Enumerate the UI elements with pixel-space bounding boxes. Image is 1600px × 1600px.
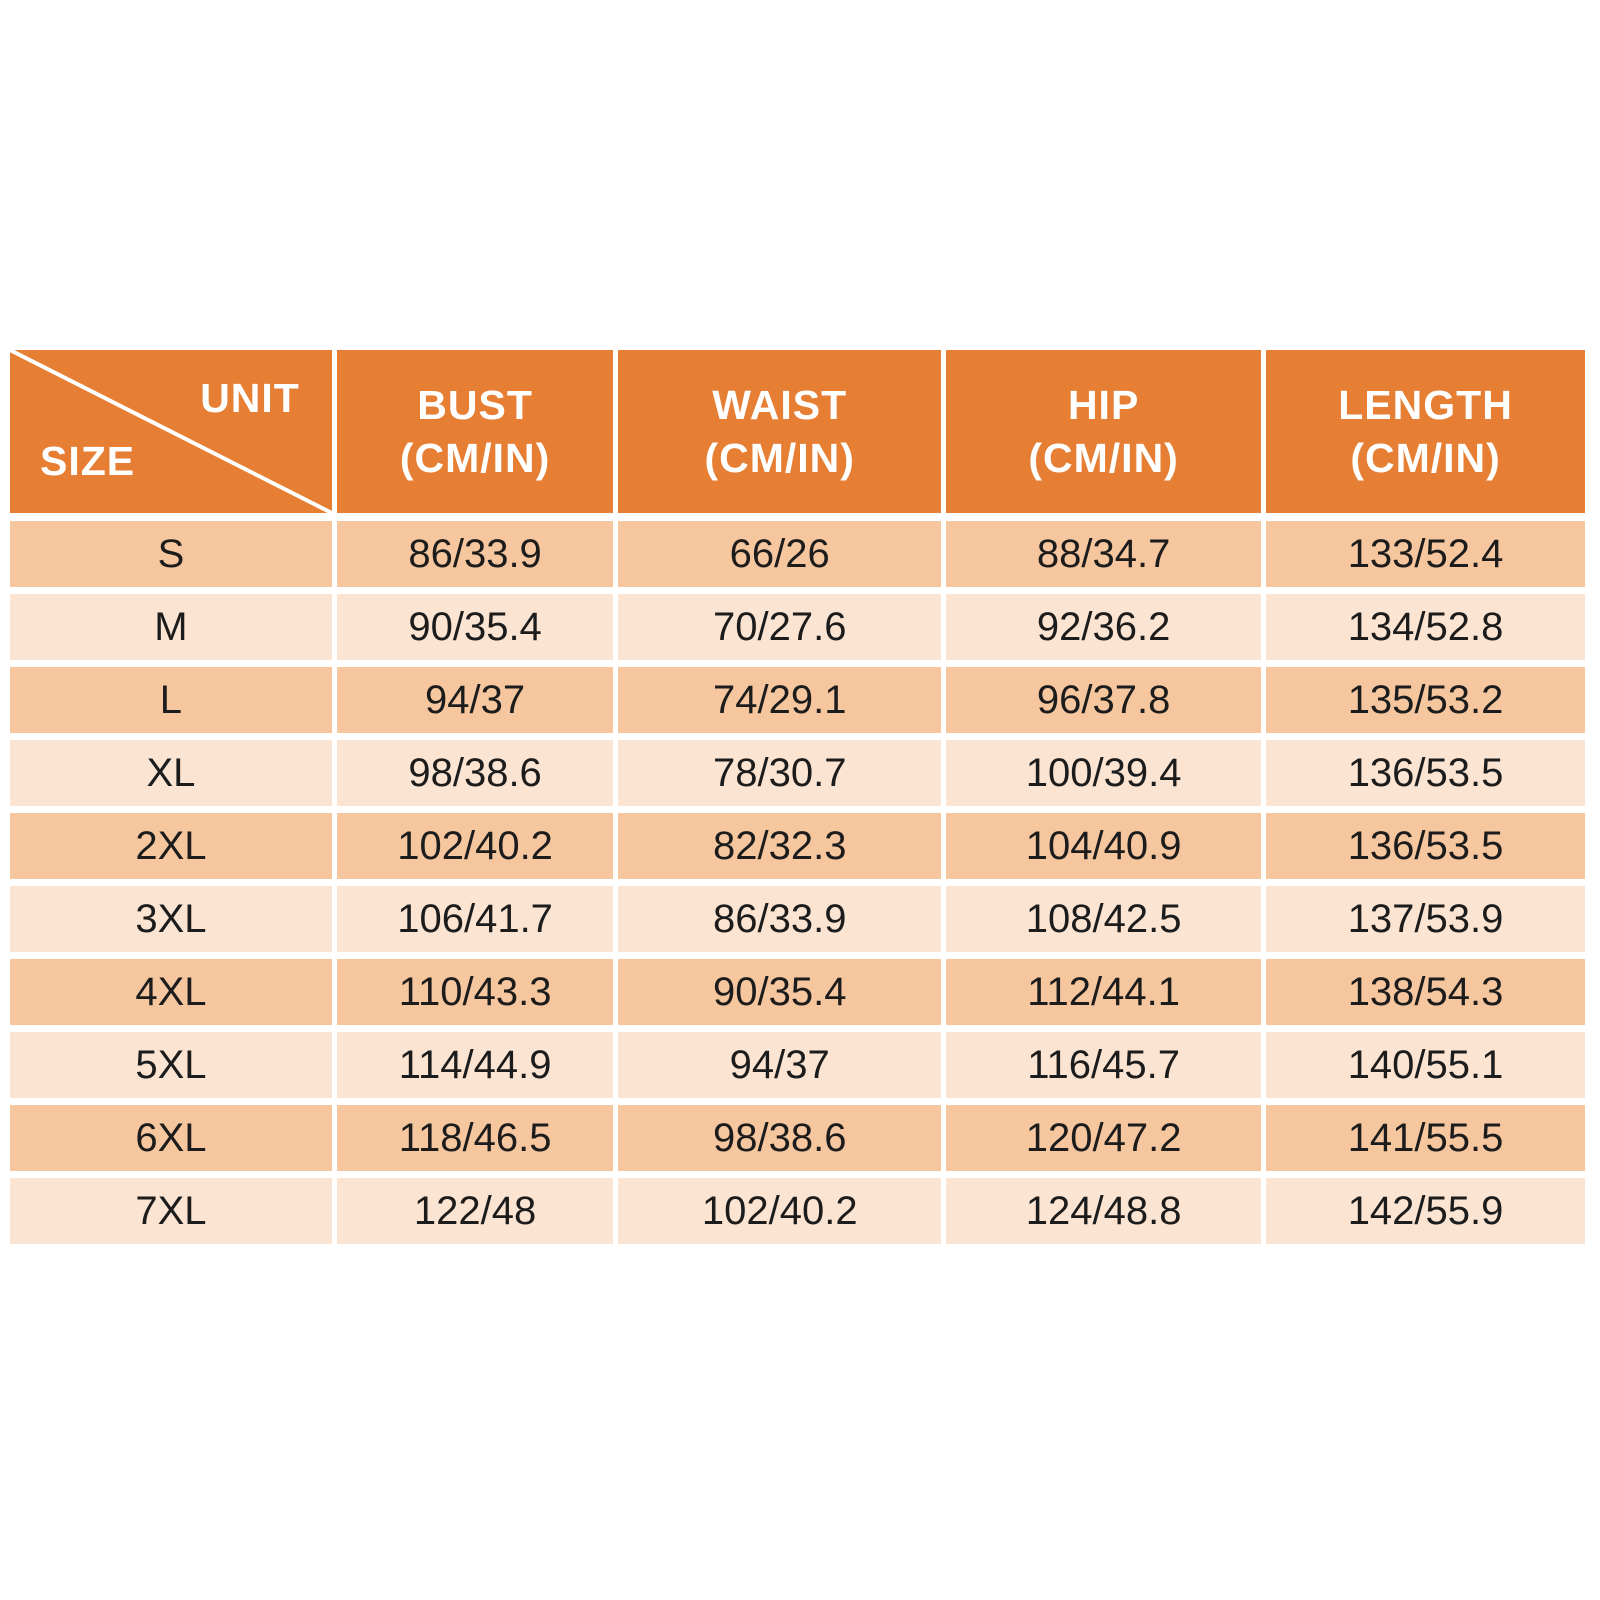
length-cell: 141/55.5: [1266, 1105, 1585, 1171]
corner-header-cell: UNIT SIZE: [10, 350, 332, 513]
column-header-length: LENGTH (CM/IN): [1266, 350, 1585, 513]
column-header-title: LENGTH: [1338, 382, 1513, 429]
size-cell: 5XL: [10, 1032, 332, 1098]
length-cell: 137/53.9: [1266, 886, 1585, 952]
table-row-6xl: 6XL 118/46.5 98/38.6 120/47.2 141/55.5: [10, 1105, 1585, 1171]
length-cell: 138/54.3: [1266, 959, 1585, 1025]
size-cell: S: [10, 521, 332, 587]
table-row-7xl: 7XL 122/48 102/40.2 124/48.8 142/55.9: [10, 1178, 1585, 1244]
table-row-2xl: 2XL 102/40.2 82/32.3 104/40.9 136/53.5: [10, 813, 1585, 879]
hip-cell: 124/48.8: [946, 1178, 1262, 1244]
length-cell: 134/52.8: [1266, 594, 1585, 660]
length-cell: 136/53.5: [1266, 740, 1585, 806]
size-cell: 7XL: [10, 1178, 332, 1244]
size-cell: L: [10, 667, 332, 733]
hip-cell: 100/39.4: [946, 740, 1262, 806]
waist-cell: 90/35.4: [618, 959, 942, 1025]
column-header-unit: (CM/IN): [1350, 434, 1501, 481]
bust-cell: 98/38.6: [336, 740, 614, 806]
waist-cell: 70/27.6: [618, 594, 942, 660]
unit-label: UNIT: [200, 375, 300, 421]
length-cell: 142/55.9: [1266, 1178, 1585, 1244]
column-header-title: BUST: [417, 382, 533, 429]
hip-cell: 104/40.9: [946, 813, 1262, 879]
table-row-xl: XL 98/38.6 78/30.7 100/39.4 136/53.5: [10, 740, 1585, 806]
hip-cell: 116/45.7: [946, 1032, 1262, 1098]
size-cell: M: [10, 594, 332, 660]
waist-cell: 102/40.2: [618, 1178, 942, 1244]
bust-cell: 94/37: [336, 667, 614, 733]
table-row-l: L 94/37 74/29.1 96/37.8 135/53.2: [10, 667, 1585, 733]
table-row-s: S 86/33.9 66/26 88/34.7 133/52.4: [10, 521, 1585, 587]
column-header-bust: BUST (CM/IN): [336, 350, 614, 513]
size-cell: 2XL: [10, 813, 332, 879]
header-row: UNIT SIZE BUST (CM/IN) WAIST (CM/IN) HIP…: [10, 350, 1585, 513]
bust-cell: 114/44.9: [336, 1032, 614, 1098]
waist-cell: 82/32.3: [618, 813, 942, 879]
length-cell: 140/55.1: [1266, 1032, 1585, 1098]
hip-cell: 88/34.7: [946, 521, 1262, 587]
bust-cell: 106/41.7: [336, 886, 614, 952]
size-chart-table: UNIT SIZE BUST (CM/IN) WAIST (CM/IN) HIP…: [10, 350, 1585, 1244]
waist-cell: 78/30.7: [618, 740, 942, 806]
table-row-3xl: 3XL 106/41.7 86/33.9 108/42.5 137/53.9: [10, 886, 1585, 952]
column-header-title: HIP: [1067, 382, 1140, 429]
size-cell: 4XL: [10, 959, 332, 1025]
hip-cell: 108/42.5: [946, 886, 1262, 952]
diagonal-divider-line: [10, 350, 332, 513]
size-cell: 6XL: [10, 1105, 332, 1171]
hip-cell: 120/47.2: [946, 1105, 1262, 1171]
waist-cell: 74/29.1: [618, 667, 942, 733]
size-label: SIZE: [40, 437, 136, 484]
hip-cell: 92/36.2: [946, 594, 1262, 660]
column-header-title: WAIST: [712, 382, 848, 429]
table-row-m: M 90/35.4 70/27.6 92/36.2 134/52.8: [10, 594, 1585, 660]
bust-cell: 90/35.4: [336, 594, 614, 660]
length-cell: 136/53.5: [1266, 813, 1585, 879]
length-cell: 135/53.2: [1266, 667, 1585, 733]
length-cell: 133/52.4: [1266, 521, 1585, 587]
column-header-waist: WAIST (CM/IN): [618, 350, 942, 513]
size-cell: XL: [10, 740, 332, 806]
table-row-5xl: 5XL 114/44.9 94/37 116/45.7 140/55.1: [10, 1032, 1585, 1098]
bust-cell: 122/48: [336, 1178, 614, 1244]
table-row-4xl: 4XL 110/43.3 90/35.4 112/44.1 138/54.3: [10, 959, 1585, 1025]
bust-cell: 102/40.2: [336, 813, 614, 879]
column-header-unit: (CM/IN): [704, 434, 855, 481]
hip-cell: 112/44.1: [946, 959, 1262, 1025]
bust-cell: 86/33.9: [336, 521, 614, 587]
hip-cell: 96/37.8: [946, 667, 1262, 733]
column-header-hip: HIP (CM/IN): [946, 350, 1262, 513]
waist-cell: 66/26: [618, 521, 942, 587]
column-header-unit: (CM/IN): [399, 434, 551, 481]
waist-cell: 86/33.9: [618, 886, 942, 952]
bust-cell: 110/43.3: [336, 959, 614, 1025]
waist-cell: 98/38.6: [618, 1105, 942, 1171]
waist-cell: 94/37: [618, 1032, 942, 1098]
bust-cell: 118/46.5: [336, 1105, 614, 1171]
column-header-unit: (CM/IN): [1028, 434, 1179, 481]
size-cell: 3XL: [10, 886, 332, 952]
